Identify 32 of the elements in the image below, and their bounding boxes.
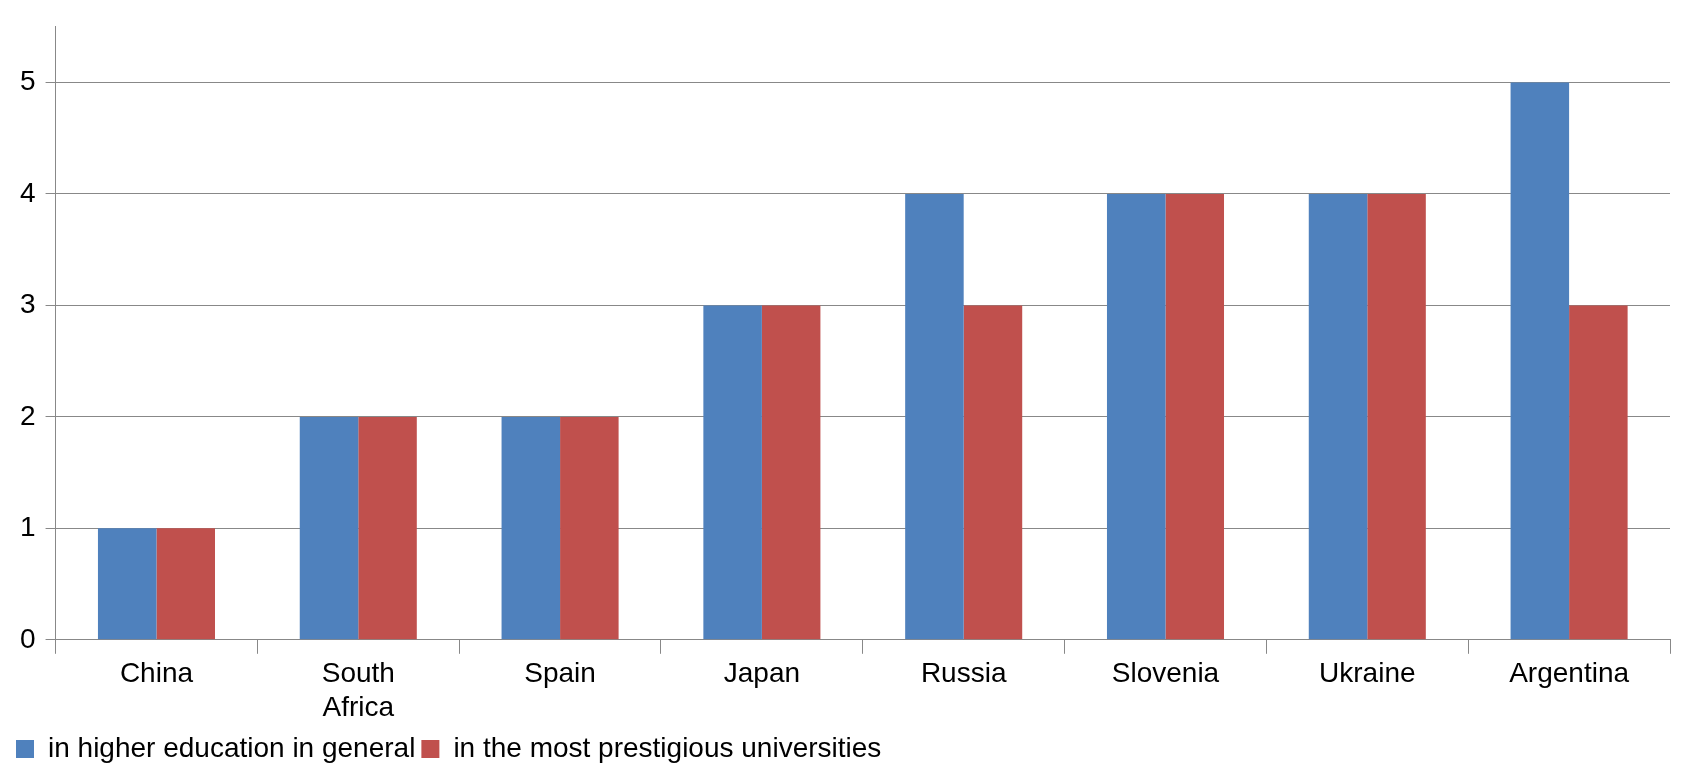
y-tick-label: 3: [19, 288, 36, 320]
x-tick-label: Spain: [524, 657, 596, 689]
legend-label: in higher education in general: [48, 731, 416, 763]
bar: [1510, 82, 1570, 640]
x-tick-label: Russia: [920, 657, 1007, 689]
legend-label: in the most prestigious universities: [453, 731, 882, 763]
bar: [1367, 193, 1426, 640]
bar: [703, 305, 762, 640]
x-tick-label: Japan: [723, 657, 801, 689]
bar: [358, 416, 417, 640]
x-tick-label: Slovenia: [1111, 657, 1220, 689]
y-tick-label: 2: [19, 399, 36, 431]
bar: [1569, 305, 1628, 640]
bar: [1106, 193, 1166, 640]
bar: [1165, 193, 1225, 640]
y-tick-label: 1: [19, 511, 36, 543]
x-tick-label: Ukraine: [1319, 657, 1416, 689]
bar: [905, 193, 964, 640]
bar: [963, 305, 1023, 640]
y-tick-label: 5: [19, 65, 36, 97]
bar: [97, 528, 157, 640]
bar: [1308, 193, 1368, 640]
bar: [156, 528, 215, 640]
x-tick-label: China: [119, 657, 194, 689]
bar: [761, 305, 821, 640]
y-tick-label: 4: [19, 176, 36, 208]
y-tick-label: 0: [19, 622, 36, 654]
x-tick-label: South Africa: [321, 657, 395, 722]
bar: [501, 416, 561, 640]
bar: [560, 416, 619, 640]
x-tick-label: Argentina: [1509, 657, 1630, 689]
bar: [299, 416, 359, 640]
